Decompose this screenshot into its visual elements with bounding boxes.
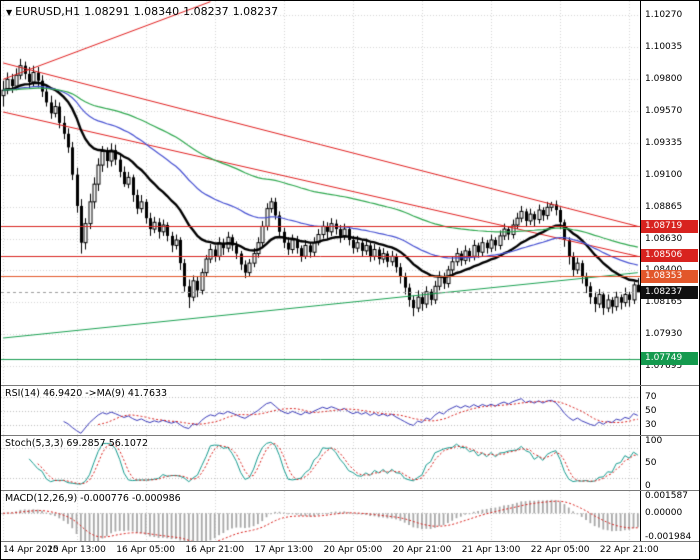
rsi-label: RSI(14) 46.9420 ->MA(9) 41.7633 bbox=[5, 388, 168, 399]
panel-divider[interactable] bbox=[1, 541, 699, 542]
price-tick-label: -0.001984 bbox=[645, 532, 692, 542]
main-price-axis[interactable]: 1.10270 1.10035 1.09800 1.09570 1.09335 1.091… bbox=[640, 1, 699, 385]
panel-divider[interactable] bbox=[1, 385, 699, 386]
price-tick-label: 50 bbox=[645, 405, 657, 416]
price-level-badge[interactable]: 1.08719 bbox=[641, 219, 698, 233]
price-tick-label: 0.00000 bbox=[645, 508, 683, 519]
rsi-panel: 70 50 30 RSI(14) 46.9420 ->MA(9) 41.7633 bbox=[1, 386, 699, 435]
symbol-dropdown-icon[interactable]: ▼ bbox=[6, 8, 13, 17]
rsi-canvas[interactable] bbox=[1, 386, 640, 435]
time-tick-label: 20 Apr 21:00 bbox=[392, 545, 452, 555]
time-tick-label: 16 Apr 21:00 bbox=[185, 545, 245, 555]
price-tick-label: 1.09335 bbox=[645, 137, 683, 148]
price-tick-label: 1.09570 bbox=[645, 105, 683, 116]
price-tick-label: 1.09800 bbox=[645, 74, 683, 85]
price-tick-label: 1.08165 bbox=[645, 296, 683, 307]
price-tick-label: 1.09100 bbox=[645, 169, 683, 180]
price-tick-label: 70 bbox=[645, 391, 657, 402]
macd-axis[interactable]: 0.001587 0.00000 -0.001984 bbox=[640, 491, 699, 542]
stochastic-axis[interactable]: 100 50 0 bbox=[640, 436, 699, 491]
chart-header: ▼ EURUSD,H1 1.08291 1.08340 1.08237 1.08237 bbox=[6, 5, 282, 18]
price-tick-label: 1.08865 bbox=[645, 201, 683, 212]
price-tick-label: 0 bbox=[645, 481, 651, 491]
time-tick-label: 16 Apr 05:00 bbox=[116, 545, 175, 555]
price-tick-label: 30 bbox=[645, 419, 657, 430]
rsi-axis[interactable]: 70 50 30 bbox=[640, 386, 699, 435]
time-axis[interactable]: 14 Apr 2020 15 Apr 13:00 16 Apr 05:00 16 Ap… bbox=[1, 542, 699, 559]
price-tick-label: 1.07695 bbox=[645, 360, 683, 371]
price-tick-label: 1.10035 bbox=[645, 42, 683, 53]
price-level-badge[interactable]: 1.08353 bbox=[641, 269, 698, 283]
symbol-timeframe: EURUSD,H1 bbox=[15, 5, 81, 18]
ohlc-high: 1.08340 bbox=[133, 5, 180, 18]
time-tick-label: 15 Apr 13:00 bbox=[47, 545, 106, 555]
price-level-badge[interactable]: 1.08506 bbox=[641, 249, 698, 262]
panel-divider[interactable] bbox=[1, 435, 699, 436]
price-level-badge[interactable]: 1.07749 bbox=[641, 352, 698, 366]
stochastic-panel: 100 50 0 Stoch(5,3,3) 69.2857 56.1072 bbox=[1, 436, 699, 491]
main-chart-canvas[interactable] bbox=[1, 1, 640, 385]
main-chart-panel: 1.10270 1.10035 1.09800 1.09570 1.09335 1.091… bbox=[1, 1, 699, 385]
price-tick-label: 100 bbox=[645, 436, 663, 446]
price-tick-label: 1.07930 bbox=[645, 328, 683, 339]
macd-label: MACD(12,26,9) -0.000776 -0.000986 bbox=[5, 493, 181, 504]
price-tick-label: 50 bbox=[645, 458, 657, 468]
time-tick-label: 22 Apr 05:00 bbox=[530, 545, 590, 555]
stochastic-label: Stoch(5,3,3) 69.2857 56.1072 bbox=[5, 438, 149, 449]
price-tick-label: 1.08630 bbox=[645, 233, 683, 244]
macd-panel: 0.001587 0.00000 -0.001984 MACD(12,26,9) -… bbox=[1, 491, 699, 542]
time-tick-label: 21 Apr 13:00 bbox=[461, 545, 521, 555]
price-tick-label: 0.001587 bbox=[645, 491, 688, 501]
price-tick-label: 1.10270 bbox=[645, 10, 683, 21]
price-level-badge[interactable]: 1.08237 bbox=[641, 285, 698, 299]
macd-canvas[interactable] bbox=[1, 491, 640, 541]
time-tick-label: 14 Apr 2020 bbox=[3, 545, 59, 555]
ohlc-close: 1.08237 bbox=[232, 5, 279, 18]
panel-divider[interactable] bbox=[1, 490, 699, 491]
time-tick-label: 17 Apr 13:00 bbox=[254, 545, 314, 555]
ohlc-open: 1.08291 bbox=[84, 5, 130, 18]
time-tick-label: 20 Apr 05:00 bbox=[323, 545, 383, 555]
stochastic-canvas[interactable] bbox=[1, 436, 640, 490]
time-tick-label: 22 Apr 21:00 bbox=[599, 545, 659, 555]
ohlc-low: 1.08237 bbox=[183, 5, 229, 18]
